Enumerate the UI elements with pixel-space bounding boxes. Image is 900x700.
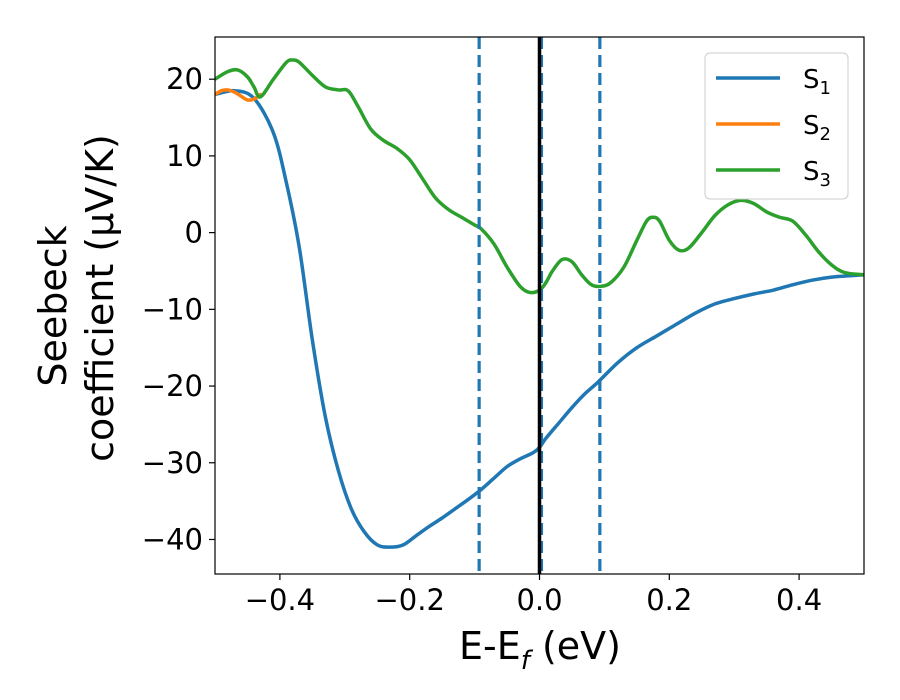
series-line-s1 [215,88,864,549]
x-axis-label: E-Ef (eV) [459,624,621,676]
y-tick-label: −30 [142,446,203,480]
y-tick-label: 0 [185,216,203,250]
legend: S1 S2 S3 [704,52,849,200]
series-line-s2 [215,88,263,102]
x-tick-label: 0.4 [776,583,822,617]
x-tick-label: 0.0 [516,583,562,617]
y-tick-label: −40 [142,522,203,556]
legend-box [704,52,849,200]
legend-label-s2: S2 [803,111,831,145]
y-tick-label: 10 [166,139,203,173]
y-tick-label: −20 [142,369,203,403]
y-tick-label: 20 [166,62,203,96]
x-tick-label: 0.2 [646,583,692,617]
x-tick-label: −0.4 [245,583,315,617]
x-axis-ticks: −0.4 −0.2 0.0 0.2 0.4 [245,574,822,617]
y-axis-ticks: −40 −30 −20 −10 0 10 20 [142,62,215,556]
legend-label-s1: S1 [803,65,831,99]
plot-lines [215,37,864,574]
y-axis-label-line2: coefficient (μV/K) [78,134,122,462]
y-axis-label-line1: Seebeck [31,225,75,386]
x-tick-label: −0.2 [374,583,444,617]
y-tick-label: −10 [142,292,203,326]
legend-label-s3: S3 [803,157,831,191]
x-axis-label-unit: (eV) [530,624,621,668]
